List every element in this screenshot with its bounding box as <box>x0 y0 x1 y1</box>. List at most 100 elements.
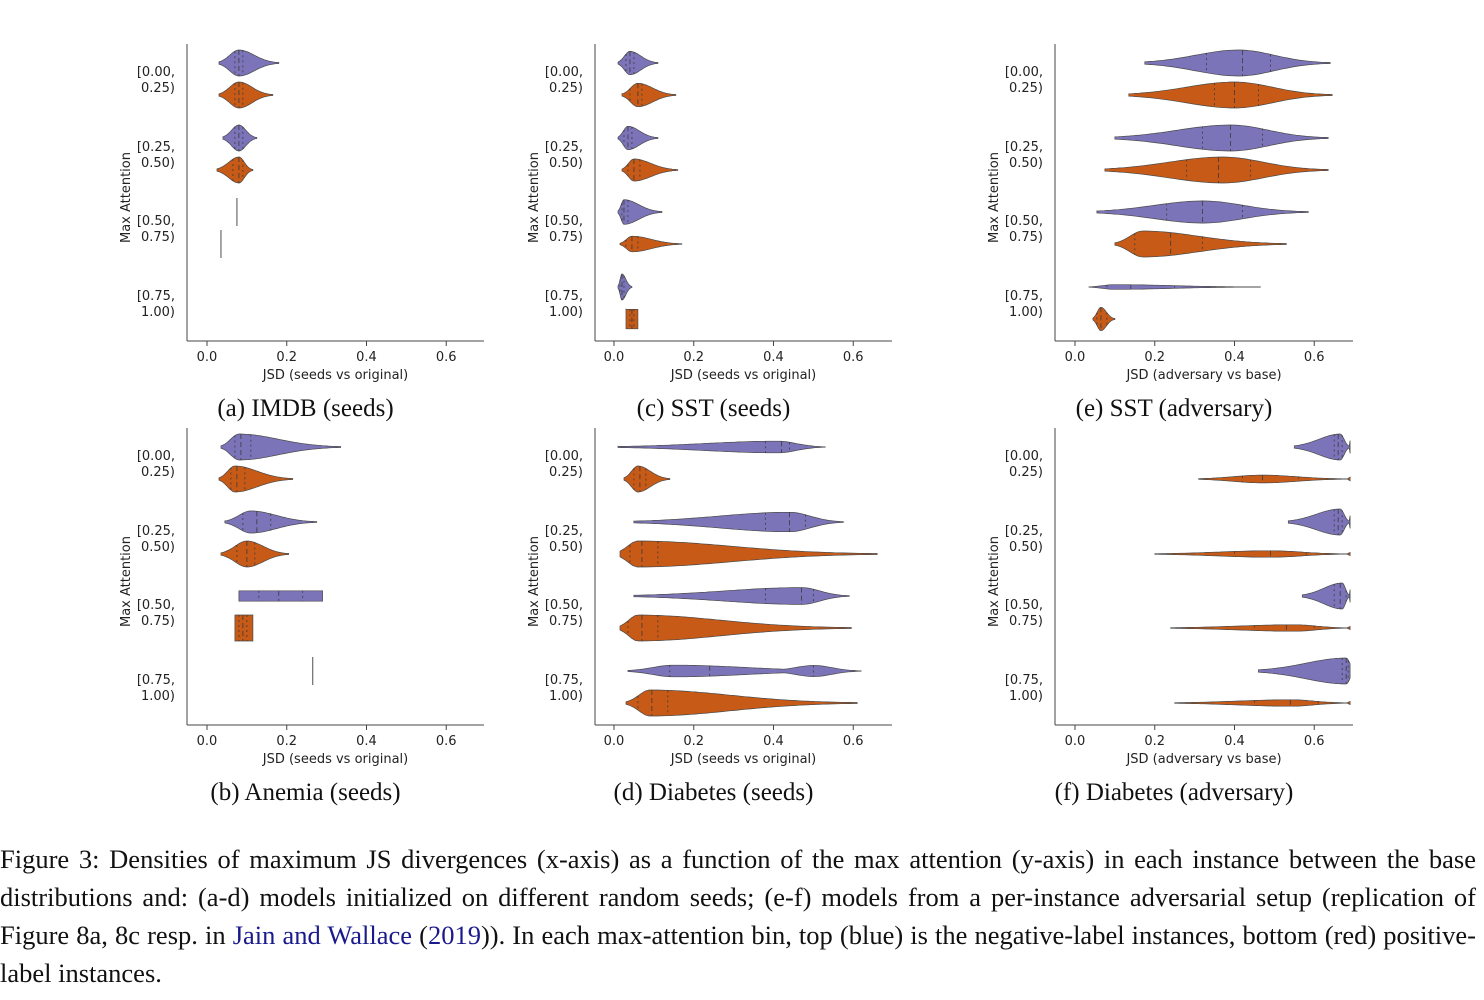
violin-negative <box>1114 124 1329 152</box>
y-tick-label: [0.75, <box>137 673 175 688</box>
y-tick-label: 1.00) <box>141 305 175 320</box>
y-tick-label: [0.00, <box>1005 65 1043 80</box>
x-tick-label: 0.4 <box>356 734 377 749</box>
y-tick-label: [0.50, <box>1005 598 1043 613</box>
x-tick-label: 0.0 <box>604 734 625 749</box>
y-tick-label: [0.50, <box>137 598 175 613</box>
y-tick-label: 1.00) <box>1009 305 1043 320</box>
violin-positive <box>619 235 683 253</box>
y-tick-label: [0.00, <box>545 65 583 80</box>
violin-negative <box>632 511 844 533</box>
y-tick-label: [0.25, <box>545 524 583 539</box>
violin-positive <box>1114 230 1287 258</box>
x-tick-label: 0.4 <box>356 350 377 365</box>
violin-positive <box>621 158 679 182</box>
x-tick-label: 0.4 <box>763 350 784 365</box>
y-tick-label: [0.25, <box>1005 140 1043 155</box>
y-tick-label: 0.25) <box>549 81 583 96</box>
x-tick-label: 0.0 <box>604 350 625 365</box>
y-tick-label: [0.50, <box>137 214 175 229</box>
x-tick-label: 0.6 <box>843 350 864 365</box>
x-tick-label: 0.2 <box>276 350 297 365</box>
y-axis-label: Max Attention <box>119 536 134 627</box>
violin-positive <box>619 540 878 568</box>
y-tick-label: 0.75) <box>141 230 175 245</box>
x-tick-label: 0.4 <box>1224 734 1245 749</box>
figure-panels: 0.0 0.2 0.4 0.6 JSD (seeds vs original) Max A… <box>119 44 1353 806</box>
y-tick-label: 1.00) <box>1009 689 1043 704</box>
y-tick-label: 0.50) <box>549 540 583 555</box>
violin-positive <box>625 689 858 717</box>
violin-negative <box>617 50 659 76</box>
y-tick-label: [0.75, <box>545 673 583 688</box>
x-tick-label: 0.0 <box>1065 350 1086 365</box>
y-tick-label: 0.25) <box>549 465 583 480</box>
y-tick-label: [0.75, <box>137 289 175 304</box>
x-axis-label: JSD (seeds vs original) <box>262 752 409 767</box>
y-tick-label: [0.75, <box>1005 289 1043 304</box>
violin-negative <box>1144 49 1331 77</box>
y-tick-label: [0.25, <box>137 140 175 155</box>
caption-text-3: )). In each max-attention bin, top (blue… <box>0 920 1477 988</box>
y-tick-label: 0.50) <box>1009 540 1043 555</box>
y-tick-label: [0.25, <box>545 140 583 155</box>
x-tick-label: 0.6 <box>436 734 457 749</box>
caption-text-1: Figure 3: Densities of maximum JS diverg… <box>0 844 1476 950</box>
violin-negative <box>633 587 850 605</box>
y-tick-label: [0.50, <box>545 214 583 229</box>
violin-positive <box>216 156 254 184</box>
x-tick-label: 0.6 <box>1304 350 1325 365</box>
violin-negative <box>627 664 862 678</box>
x-axis-label: JSD (seeds vs original) <box>262 368 409 383</box>
y-tick-label: 0.75) <box>1009 614 1043 629</box>
citation-link-year[interactable]: 2019 <box>427 920 481 950</box>
y-tick-label: 0.75) <box>141 614 175 629</box>
y-tick-label: [0.25, <box>137 524 175 539</box>
x-tick-label: 0.6 <box>843 734 864 749</box>
x-axis-label: JSD (seeds vs original) <box>670 368 817 383</box>
violin-positive <box>621 82 677 108</box>
y-axis-label: Max Attention <box>987 536 1002 627</box>
panel-caption: (b) Anemia (seeds) <box>210 779 400 806</box>
y-tick-label: 0.25) <box>141 465 175 480</box>
y-tick-label: 0.25) <box>1009 465 1043 480</box>
citation-link-authors[interactable]: Jain and Wallace <box>232 920 413 950</box>
y-tick-label: [0.00, <box>137 449 175 464</box>
panel-b: 0.0 0.2 0.4 0.6 JSD (seeds vs original) Max A… <box>119 428 484 806</box>
y-tick-label: 0.50) <box>549 156 583 171</box>
violin-negative <box>238 590 323 602</box>
x-tick-label: 0.2 <box>683 734 704 749</box>
y-tick-label: 0.25) <box>1009 81 1043 96</box>
x-axis-label: JSD (adversary vs base) <box>1125 368 1281 383</box>
x-axis-label: JSD (adversary vs base) <box>1125 752 1281 767</box>
violin-negative <box>1301 582 1351 610</box>
panel-f: 0.0 0.2 0.4 0.6 JSD (adversary vs base) Max A… <box>987 428 1353 806</box>
x-tick-label: 0.4 <box>1224 350 1245 365</box>
y-tick-label: 0.75) <box>1009 230 1043 245</box>
panel-caption: (a) IMDB (seeds) <box>217 395 393 422</box>
panel-a: 0.0 0.2 0.4 0.6 JSD (seeds vs original) Max A… <box>119 44 484 422</box>
violin-negative <box>617 199 663 225</box>
violin-positive <box>1174 699 1351 707</box>
violin-negative <box>218 49 280 77</box>
violin-positive <box>1198 474 1351 484</box>
x-tick-label: 0.2 <box>1144 734 1165 749</box>
panel-c: 0.0 0.2 0.4 0.6 JSD (seeds vs original) Max A… <box>527 44 892 422</box>
violin-negative <box>617 440 826 454</box>
y-tick-label: [0.00, <box>137 65 175 80</box>
violin-positive <box>1154 550 1351 558</box>
panel-caption: (f) Diabetes (adversary) <box>1055 779 1294 806</box>
violin-negative <box>1257 657 1351 685</box>
violin-negative <box>222 124 258 152</box>
y-tick-label: 1.00) <box>549 689 583 704</box>
violin-negative <box>617 273 633 301</box>
violin-positive <box>619 614 852 642</box>
violin-positive <box>218 465 294 493</box>
y-tick-label: 0.75) <box>549 230 583 245</box>
violin-positive <box>623 465 671 493</box>
y-tick-label: 0.50) <box>141 540 175 555</box>
violin-positive <box>1092 306 1116 332</box>
y-axis-label: Max Attention <box>527 536 542 627</box>
panel-e: 0.0 0.2 0.4 0.6 JSD (adversary vs base) Max A… <box>987 44 1353 422</box>
violin-negative <box>220 433 341 461</box>
